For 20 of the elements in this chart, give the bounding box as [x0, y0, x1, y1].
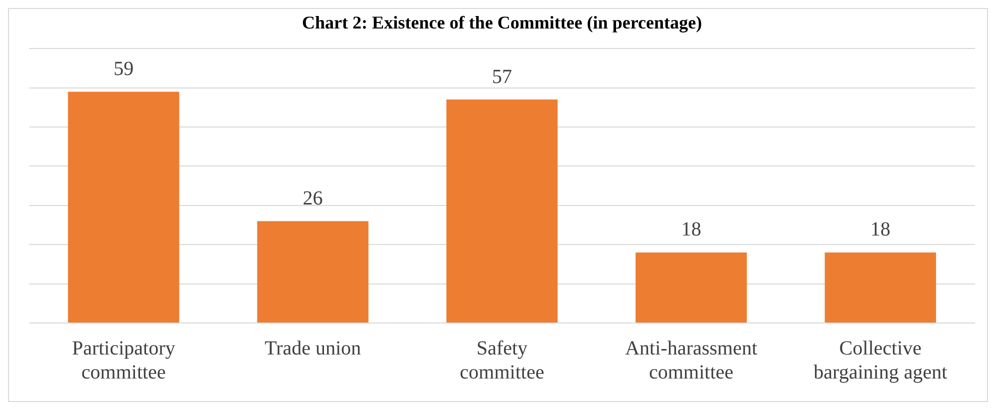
category-label: committee [460, 361, 544, 384]
category-label: committee [81, 361, 166, 384]
bar [446, 100, 558, 322]
data-label: 18 [681, 218, 702, 241]
data-label: 18 [870, 218, 890, 241]
data-label: 26 [302, 187, 323, 210]
category-label: committee [648, 361, 734, 384]
category-label: Collective [839, 337, 922, 360]
category-label: Safety [476, 337, 528, 360]
category-label: Anti-harassment [625, 337, 758, 360]
data-label: 59 [114, 58, 134, 80]
category-label: Trade union [264, 337, 362, 360]
bar [824, 252, 936, 322]
chart-title: Chart 2: Existence of the Committee (in percentage) [302, 12, 702, 32]
bar [257, 221, 368, 322]
category-label: Participatory [72, 337, 176, 360]
data-label: 57 [492, 66, 512, 88]
category-label: bargaining agent [814, 361, 948, 384]
bar [636, 252, 747, 322]
bar [68, 92, 180, 322]
